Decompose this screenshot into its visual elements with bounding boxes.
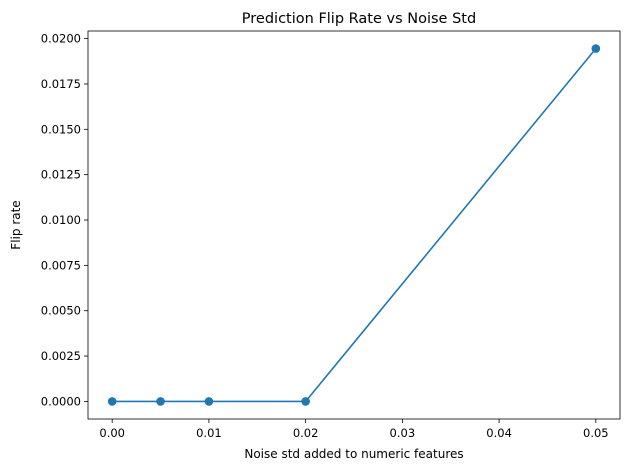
series-layer: [107, 44, 601, 406]
x-tick-label: 0.04: [486, 426, 512, 440]
y-tick-label: 0.0200: [41, 32, 81, 46]
y-tick-label: 0.0100: [41, 213, 81, 227]
x-tick-label: 0.05: [583, 426, 609, 440]
data-point: [107, 397, 117, 406]
x-tick-label: 0.00: [99, 426, 125, 440]
data-point: [204, 397, 214, 406]
series-line: [111, 47, 597, 403]
chart-title: Prediction Flip Rate vs Noise Std: [242, 11, 476, 27]
y-axis: 0.0000 0.0025 0.0050 0.0075 0.0100 0.0125 0.01…: [41, 32, 88, 408]
x-axis-label: Noise std added to numeric features: [244, 447, 463, 461]
y-tick-label: 0.0050: [41, 304, 81, 318]
y-tick-label: 0.0075: [41, 258, 81, 272]
data-point: [591, 44, 601, 53]
x-tick-label: 0.02: [293, 426, 319, 440]
x-tick-label: 0.01: [196, 426, 222, 440]
y-tick-label: 0.0025: [41, 349, 81, 363]
y-tick-label: 0.0125: [41, 168, 81, 182]
x-tick-label: 0.03: [390, 426, 416, 440]
y-tick-label: 0.0175: [41, 77, 81, 91]
plot-frame: [87, 30, 621, 420]
data-point: [156, 397, 165, 406]
y-axis-label: Flip rate: [9, 200, 23, 249]
x-axis: 0.00 0.01 0.02 0.03 0.04 0.05: [99, 419, 609, 440]
y-tick-label: 0.0150: [41, 122, 81, 136]
data-point: [301, 397, 310, 406]
y-tick-label: 0.0000: [41, 394, 81, 408]
